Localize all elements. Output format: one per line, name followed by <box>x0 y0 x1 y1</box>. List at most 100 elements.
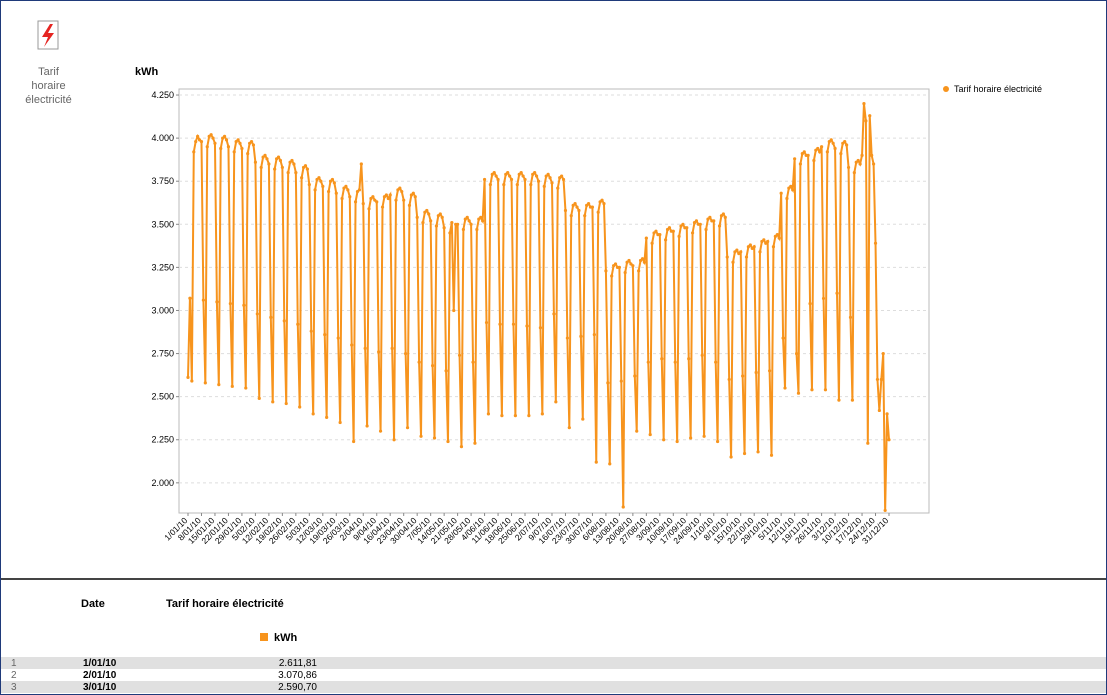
row-index: 1 <box>11 658 17 669</box>
data-point <box>459 445 464 449</box>
data-point <box>667 226 672 230</box>
data-point <box>694 219 699 223</box>
data-point <box>450 220 454 225</box>
data-point <box>346 188 350 192</box>
data-point <box>533 170 537 175</box>
table-unit: kWh <box>274 632 298 644</box>
data-point <box>613 262 618 266</box>
data-point <box>829 138 833 142</box>
data-point <box>748 243 752 247</box>
data-point <box>405 426 410 430</box>
data-point <box>529 183 533 187</box>
data-point <box>627 258 631 263</box>
data-point <box>457 353 462 357</box>
data-point <box>754 370 758 375</box>
data-point <box>821 296 826 301</box>
data-point <box>687 357 691 361</box>
data-point <box>246 152 250 156</box>
data-point <box>294 170 298 175</box>
y-tick-label: 4.000 <box>151 133 174 143</box>
data-point <box>864 119 868 123</box>
data-point <box>658 233 662 237</box>
data-point <box>336 336 340 340</box>
data-point <box>637 269 641 273</box>
legend-label: Tarif horaire électricité <box>954 84 1042 94</box>
data-point <box>388 193 392 197</box>
data-point <box>284 401 288 406</box>
data-point <box>837 398 841 402</box>
data-point <box>662 438 666 442</box>
data-point <box>217 382 221 387</box>
data-point <box>199 139 204 144</box>
data-point <box>823 388 828 392</box>
data-point <box>881 351 885 356</box>
data-point <box>714 360 718 364</box>
y-tick-label: 2.000 <box>151 478 174 488</box>
data-point <box>640 257 645 261</box>
data-point <box>602 202 606 206</box>
data-point <box>508 174 512 178</box>
data-point <box>232 150 236 154</box>
data-point <box>538 326 543 330</box>
data-point <box>486 412 491 416</box>
data-point <box>644 236 648 240</box>
data-point <box>456 222 460 226</box>
data-point <box>213 141 217 145</box>
data-point <box>407 203 412 207</box>
data-point <box>791 188 795 192</box>
data-point <box>808 301 812 306</box>
data-point <box>700 353 704 357</box>
data-point <box>735 248 739 252</box>
data-point <box>380 205 385 209</box>
data-point <box>236 138 240 142</box>
data-point <box>286 170 290 175</box>
data-point <box>569 214 573 218</box>
data-point <box>242 303 246 307</box>
data-point <box>375 200 379 204</box>
data-point <box>259 165 263 170</box>
data-point <box>698 222 702 226</box>
data-point <box>317 176 321 180</box>
data-point <box>660 357 664 361</box>
data-point <box>794 351 799 356</box>
data-point <box>575 205 579 209</box>
data-point <box>313 188 317 192</box>
data-point <box>581 417 585 421</box>
data-point <box>848 315 853 319</box>
data-point <box>296 322 300 326</box>
data-point <box>540 412 544 416</box>
data-point <box>359 162 363 166</box>
data-point <box>573 202 577 206</box>
data-point <box>600 198 604 202</box>
data-point <box>825 150 829 154</box>
data-point <box>300 176 304 180</box>
data-point <box>444 369 448 373</box>
data-point <box>228 301 232 306</box>
data-point <box>833 146 837 151</box>
data-point <box>251 143 256 147</box>
data-point <box>868 114 872 118</box>
data-point <box>723 215 727 220</box>
data-point <box>494 174 498 178</box>
data-point <box>421 220 425 225</box>
data-point <box>230 384 234 388</box>
data-point <box>292 162 296 166</box>
data-point <box>635 429 639 433</box>
data-point <box>350 343 354 347</box>
data-point <box>563 208 568 213</box>
data-point <box>330 177 335 182</box>
data-point <box>781 336 785 340</box>
data-point <box>690 231 695 235</box>
data-point <box>338 420 342 425</box>
data-point <box>488 183 492 187</box>
data-point <box>344 184 348 188</box>
data-point <box>604 269 608 273</box>
data-point <box>560 174 564 178</box>
data-point <box>282 319 286 323</box>
data-point <box>273 167 277 171</box>
data-point <box>565 336 569 340</box>
data-point <box>461 227 465 232</box>
data-point <box>432 436 437 440</box>
data-point <box>219 146 223 151</box>
data-point <box>321 184 325 188</box>
